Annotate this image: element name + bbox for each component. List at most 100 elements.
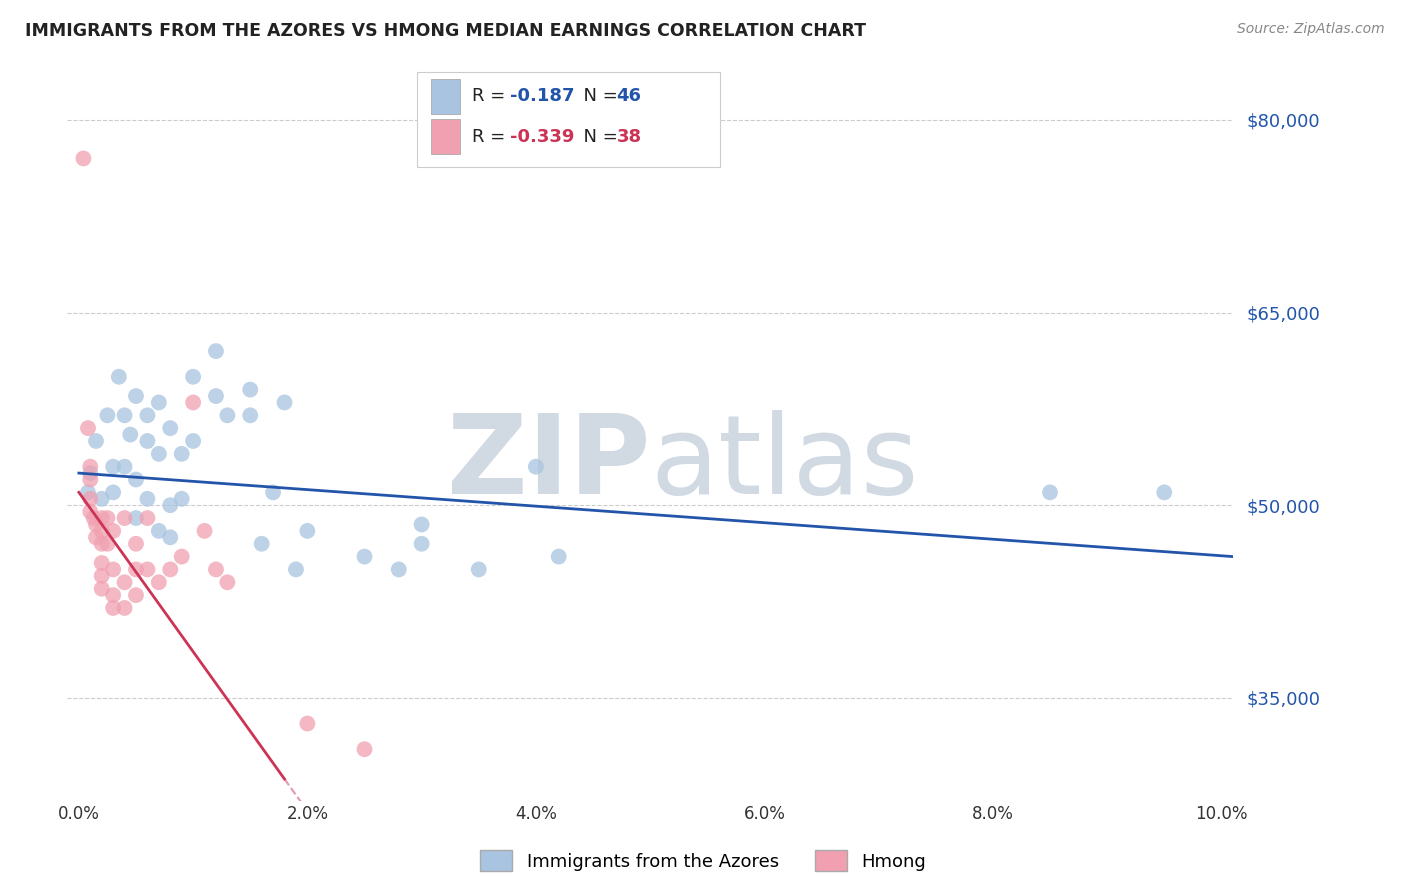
Point — [205, 562, 228, 576]
Point — [125, 562, 148, 576]
Point — [250, 537, 273, 551]
Text: atlas: atlas — [650, 410, 918, 517]
Point — [77, 485, 100, 500]
Point — [136, 511, 159, 525]
Point — [217, 575, 239, 590]
Point — [468, 562, 491, 576]
Point — [205, 389, 228, 403]
Point — [181, 395, 204, 409]
Point — [353, 742, 375, 756]
Point — [148, 447, 170, 461]
Point — [125, 389, 148, 403]
Point — [159, 421, 181, 435]
Point — [125, 473, 148, 487]
Point — [181, 434, 204, 448]
Point — [388, 562, 411, 576]
Point — [79, 466, 101, 480]
Point — [353, 549, 375, 564]
Point — [101, 485, 124, 500]
Point — [79, 491, 101, 506]
FancyBboxPatch shape — [432, 78, 460, 114]
Text: N =: N = — [572, 87, 623, 105]
Point — [125, 588, 148, 602]
Point — [79, 459, 101, 474]
Point — [284, 562, 307, 576]
Point — [148, 395, 170, 409]
Point — [297, 524, 319, 538]
Text: R =: R = — [472, 87, 510, 105]
Text: -0.187: -0.187 — [510, 87, 575, 105]
Point — [114, 459, 136, 474]
Point — [108, 369, 131, 384]
Point — [90, 537, 112, 551]
Point — [170, 491, 193, 506]
Point — [90, 491, 112, 506]
FancyBboxPatch shape — [418, 72, 720, 168]
Point — [1039, 485, 1062, 500]
Point — [90, 524, 112, 538]
Point — [83, 511, 105, 525]
Point — [79, 473, 101, 487]
Point — [1153, 485, 1175, 500]
Point — [411, 537, 433, 551]
Point — [273, 395, 295, 409]
Point — [148, 524, 170, 538]
Point — [136, 434, 159, 448]
Point — [114, 409, 136, 423]
Point — [101, 459, 124, 474]
Point — [120, 427, 142, 442]
Point — [217, 409, 239, 423]
Point — [159, 498, 181, 512]
Text: -0.339: -0.339 — [510, 128, 575, 145]
Point — [90, 511, 112, 525]
Point — [101, 601, 124, 615]
Point — [136, 562, 159, 576]
Point — [96, 409, 118, 423]
Point — [114, 601, 136, 615]
FancyBboxPatch shape — [432, 119, 460, 154]
Text: 38: 38 — [616, 128, 641, 145]
Text: R =: R = — [472, 128, 510, 145]
Point — [170, 447, 193, 461]
Point — [84, 517, 107, 532]
Point — [96, 511, 118, 525]
Point — [72, 152, 94, 166]
Point — [136, 409, 159, 423]
Text: IMMIGRANTS FROM THE AZORES VS HMONG MEDIAN EARNINGS CORRELATION CHART: IMMIGRANTS FROM THE AZORES VS HMONG MEDI… — [25, 22, 866, 40]
Text: ZIP: ZIP — [447, 410, 650, 517]
Point — [96, 537, 118, 551]
Point — [101, 524, 124, 538]
Point — [181, 369, 204, 384]
Point — [114, 575, 136, 590]
Point — [101, 588, 124, 602]
Point — [262, 485, 284, 500]
Point — [90, 556, 112, 570]
Text: 46: 46 — [616, 87, 641, 105]
Point — [159, 530, 181, 544]
Point — [90, 569, 112, 583]
Point — [136, 491, 159, 506]
Point — [90, 582, 112, 596]
Point — [84, 434, 107, 448]
Point — [79, 505, 101, 519]
Text: Source: ZipAtlas.com: Source: ZipAtlas.com — [1237, 22, 1385, 37]
Point — [114, 511, 136, 525]
Point — [170, 549, 193, 564]
Point — [524, 459, 547, 474]
Point — [77, 421, 100, 435]
Point — [239, 409, 262, 423]
Point — [125, 537, 148, 551]
Point — [239, 383, 262, 397]
Point — [547, 549, 569, 564]
Point — [101, 562, 124, 576]
Point — [205, 344, 228, 359]
Point — [411, 517, 433, 532]
Text: N =: N = — [572, 128, 623, 145]
Point — [297, 716, 319, 731]
Point — [148, 575, 170, 590]
Point — [193, 524, 215, 538]
Point — [159, 562, 181, 576]
Legend: Immigrants from the Azores, Hmong: Immigrants from the Azores, Hmong — [472, 843, 934, 879]
Point — [84, 530, 107, 544]
Point — [125, 511, 148, 525]
